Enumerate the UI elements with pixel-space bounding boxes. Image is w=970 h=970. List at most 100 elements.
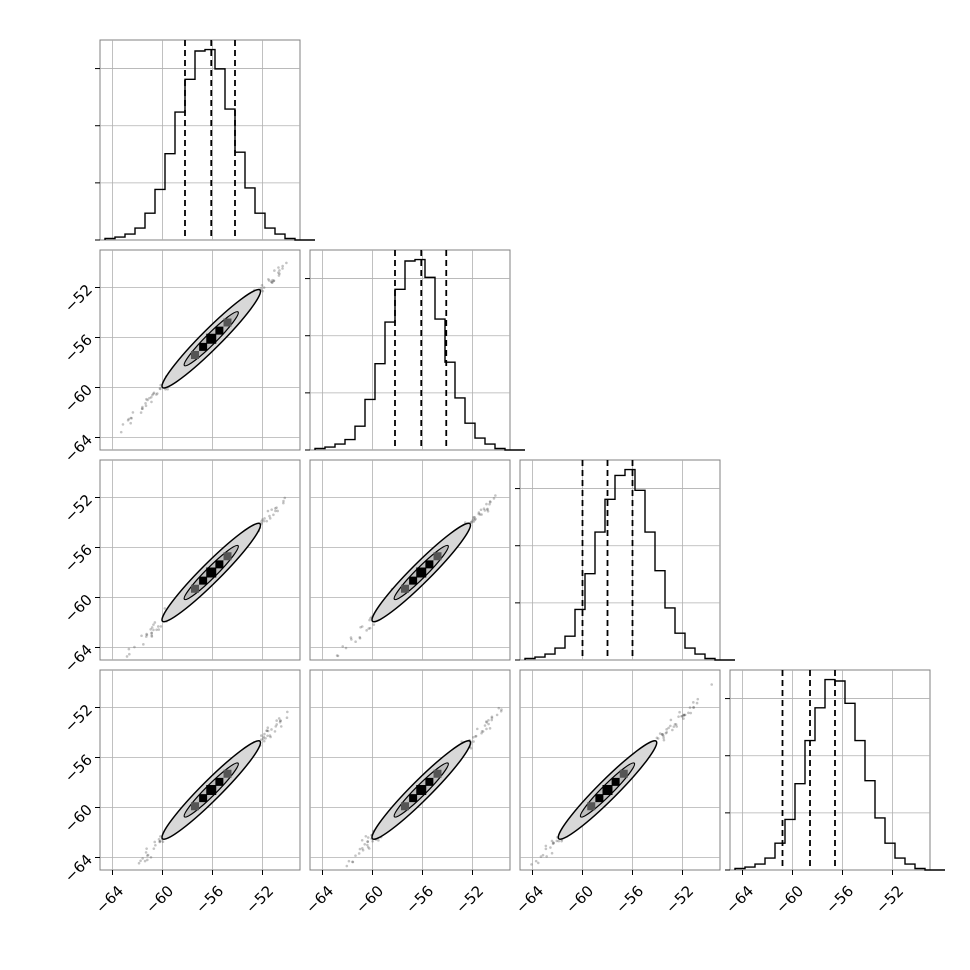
scatter-point [281,267,284,270]
scatter-point [139,411,143,414]
scatter-point [285,261,288,265]
scatter-point [660,732,664,736]
scatter-point [364,834,368,838]
scatter-point [354,640,357,644]
y-tick-label: −64 [61,851,96,886]
scatter-point [372,623,376,626]
scatter-point [282,499,285,503]
scatter-point [279,725,283,728]
scatter-point [366,840,370,843]
scatter-point [489,500,492,504]
scatter-point [141,405,144,409]
density-peak [416,567,427,578]
scatter-point [665,731,669,734]
pair-panel-3-4 [519,669,721,871]
pair-panel-1-4 [99,669,301,871]
scatter-point [664,731,668,735]
scatter-point [550,839,554,843]
scatter-point [474,735,477,738]
scatter-point [490,718,494,722]
scatter-point [158,840,162,844]
scatter-point [272,279,276,283]
scatter-point [154,843,157,847]
scatter-point [678,710,681,714]
density-peak [409,576,418,585]
density-peak [206,333,217,344]
scatter-point [368,618,371,622]
scatter-point [152,391,156,395]
scatter-point [275,506,278,509]
scatter-point [360,625,364,628]
y-tick-label: −56 [61,541,96,576]
scatter-point [149,628,152,631]
scatter-point [275,723,279,726]
scatter-point [357,852,361,855]
scatter-point [151,393,154,397]
scatter-point [141,407,144,411]
scatter-point [487,722,490,726]
scatter-point [710,683,714,686]
x-tick-label: −60 [772,882,807,917]
density-peak [611,777,620,786]
scatter-point [127,647,131,651]
scatter-point [534,859,538,863]
scatter-point [278,720,282,724]
scatter-point [350,638,353,641]
scatter-point [144,851,148,854]
scatter-point [267,277,270,281]
scatter-point [149,855,153,859]
scatter-point [473,516,476,519]
scatter-point [361,848,365,852]
scatter-point [146,858,149,862]
scatter-point [137,861,141,865]
scatter-point [354,854,357,857]
scatter-point [268,734,272,737]
scatter-point [152,392,155,396]
scatter-point [369,616,372,620]
scatter-point [126,418,130,422]
scatter-point [150,635,154,638]
x-tick-label: −64 [302,882,337,917]
scatter-point [144,402,147,405]
histogram-panel-4 [725,669,945,871]
x-tick-label: −56 [822,882,857,917]
scatter-point [261,737,265,740]
scatter-point [485,720,488,723]
scatter-point [150,631,153,635]
scatter-point [150,400,153,404]
scatter-point [486,507,489,511]
scatter-point [682,713,686,717]
scatter-point [377,839,380,842]
density-peak [199,576,208,585]
scatter-point [667,726,670,730]
scatter-point [150,632,153,635]
scatter-point [276,509,279,513]
scatter-point [142,643,145,646]
scatter-point [366,840,369,844]
scatter-point [285,716,289,720]
x-tick-label: −52 [872,882,907,917]
scatter-point [159,835,162,838]
scatter-point [656,737,660,740]
histogram-panel-1 [95,39,315,241]
scatter-point [262,735,266,739]
scatter-point [365,629,368,632]
density-peak [425,777,434,786]
scatter-point [145,397,148,401]
y-tick-label: −56 [61,751,96,786]
density-peak [619,769,628,778]
density-peak [425,560,434,569]
x-tick-label: −64 [512,882,547,917]
scatter-point [283,496,287,500]
scatter-point [478,513,482,516]
scatter-point [557,839,561,843]
density-peak [206,567,217,578]
scatter-point [277,274,281,277]
scatter-point [682,713,686,717]
pair-panel-1-2 [99,249,301,451]
scatter-point [143,859,147,863]
scatter-point [469,746,473,750]
scatter-point [692,706,695,709]
scatter-point [149,395,153,399]
scatter-point [661,733,665,736]
